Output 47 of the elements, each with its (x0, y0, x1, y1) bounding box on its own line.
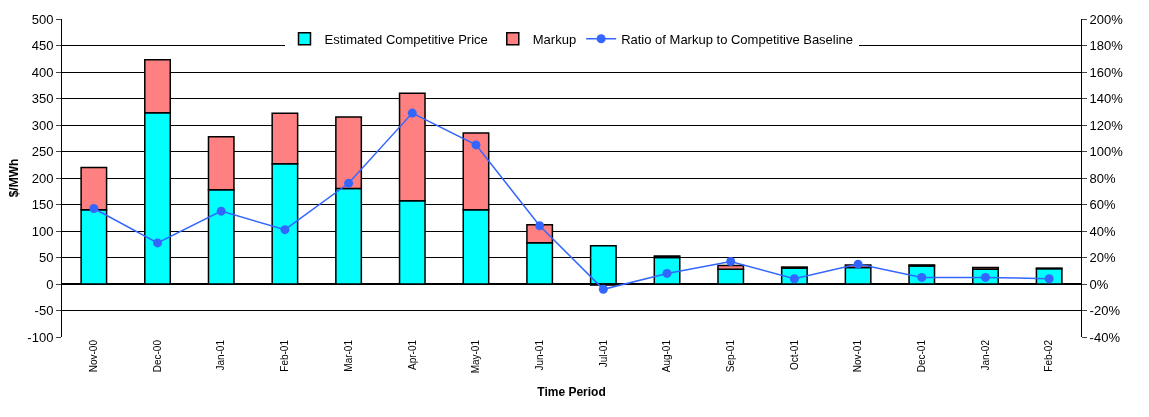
y-tick-label: -50 (34, 303, 54, 319)
y-tick-label: 450 (31, 38, 54, 54)
y-axis-title: $/MWh (6, 158, 21, 198)
y2-tick-label: 120% (1089, 117, 1124, 133)
x-tick-label: Feb-01 (279, 339, 291, 372)
legend-label: Markup (532, 31, 577, 47)
x-tick-label: Dec-01 (916, 339, 928, 373)
x-tick-label: May-01 (470, 339, 482, 374)
y2-tick-label: 180% (1089, 38, 1124, 54)
x-tick-label: Jan-02 (979, 339, 991, 371)
y-tick-label: 200 (31, 170, 54, 186)
y-tick-label: 150 (31, 197, 54, 213)
y-tick-label: 100 (31, 223, 54, 239)
x-tick-label: Apr-01 (406, 339, 418, 371)
y2-tick-label: 200% (1089, 11, 1124, 27)
x-axis-title: Time Period (537, 385, 606, 400)
x-tick-label: Nov-01 (852, 339, 864, 373)
x-tick-label: Jul-01 (597, 339, 609, 368)
x-tick-label: Feb-02 (1043, 339, 1055, 372)
y-tick-label: -100 (27, 329, 54, 345)
x-tick-label: Mar-01 (342, 339, 354, 372)
legend-label: Estimated Competitive Price (324, 31, 488, 47)
y2-tick-label: 60% (1089, 197, 1117, 213)
x-tick-label: Dec-00 (151, 339, 163, 373)
y-tick-label: 50 (38, 250, 54, 266)
legend-label: Ratio of Markup to Competitive Baseline (621, 31, 854, 47)
y2-tick-label: 160% (1089, 64, 1124, 80)
y-tick-label: 500 (31, 11, 54, 27)
x-tick-label: Jan-01 (215, 339, 227, 371)
y2-tick-label: -40% (1089, 329, 1121, 345)
y-tick-label: 300 (31, 117, 54, 133)
y2-tick-label: 140% (1089, 91, 1124, 107)
x-tick-label: Jun-01 (533, 339, 545, 371)
y-tick-label: 0 (46, 276, 54, 292)
y2-tick-label: 40% (1089, 223, 1117, 239)
y-tick-label: 250 (31, 144, 54, 160)
x-tick-label: Sep-01 (724, 339, 736, 373)
y-tick-label: 400 (31, 64, 54, 80)
y2-tick-label: -20% (1089, 303, 1121, 319)
y2-tick-label: 80% (1089, 170, 1117, 186)
x-tick-label: Aug-01 (661, 339, 673, 373)
x-tick-label: Oct-01 (788, 339, 800, 371)
x-tick-label: Nov-00 (88, 339, 100, 373)
y2-tick-label: 20% (1089, 250, 1117, 266)
y-tick-label: 350 (31, 91, 54, 107)
y2-tick-label: 100% (1089, 144, 1124, 160)
y2-tick-label: 0% (1089, 276, 1109, 292)
